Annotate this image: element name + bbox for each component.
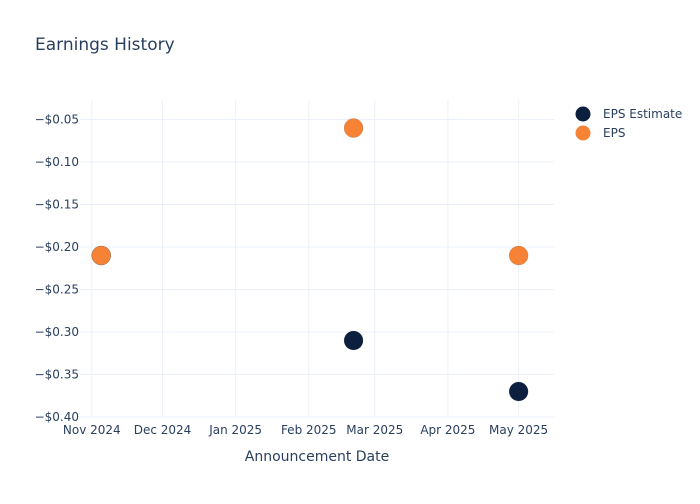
y-tick-label: −$0.10 bbox=[35, 155, 79, 169]
legend-marker-icon bbox=[575, 125, 591, 141]
legend[interactable]: EPS Estimate EPS bbox=[575, 106, 683, 141]
y-axis: −$0.05 −$0.10 −$0.15 −$0.20 −$0.25 −$0.30 −$0.… bbox=[35, 113, 79, 424]
y-tick-label: −$0.05 bbox=[35, 113, 79, 127]
eps-point[interactable] bbox=[508, 245, 529, 266]
y-tick-label: −$0.15 bbox=[35, 198, 79, 212]
legend-marker-icon bbox=[575, 106, 591, 122]
x-tick-label: Apr 2025 bbox=[420, 423, 475, 437]
eps-estimate-point[interactable] bbox=[343, 330, 364, 351]
y-tick-label: −$0.30 bbox=[35, 325, 79, 339]
x-tick-label: Feb 2025 bbox=[281, 423, 337, 437]
y-tick-label: −$0.25 bbox=[35, 283, 79, 297]
x-axis-title: Announcement Date bbox=[245, 449, 389, 465]
x-tick-label: Dec 2024 bbox=[134, 423, 192, 437]
eps-point[interactable] bbox=[91, 245, 111, 266]
legend-label: EPS Estimate bbox=[603, 107, 682, 121]
x-tick-label: Mar 2025 bbox=[346, 423, 403, 437]
legend-item-eps[interactable]: EPS bbox=[575, 125, 626, 141]
y-tick-label: −$0.40 bbox=[35, 410, 79, 424]
y-tick-label: −$0.35 bbox=[35, 368, 79, 382]
y-tick-label: −$0.20 bbox=[35, 240, 79, 254]
x-tick-label: Jan 2025 bbox=[208, 423, 262, 437]
x-tick-label: May 2025 bbox=[489, 423, 548, 437]
eps-point[interactable] bbox=[343, 118, 364, 138]
legend-item-eps-estimate[interactable]: EPS Estimate bbox=[575, 106, 683, 122]
x-axis: Nov 2024 Dec 2024 Jan 2025 Feb 2025 Mar 2025… bbox=[63, 423, 548, 437]
data-points bbox=[91, 118, 529, 402]
x-tick-label: Nov 2024 bbox=[63, 423, 121, 437]
chart-title: Earnings History bbox=[35, 35, 175, 55]
legend-label: EPS bbox=[603, 126, 625, 140]
grid bbox=[80, 100, 554, 418]
eps-estimate-point[interactable] bbox=[508, 381, 529, 402]
